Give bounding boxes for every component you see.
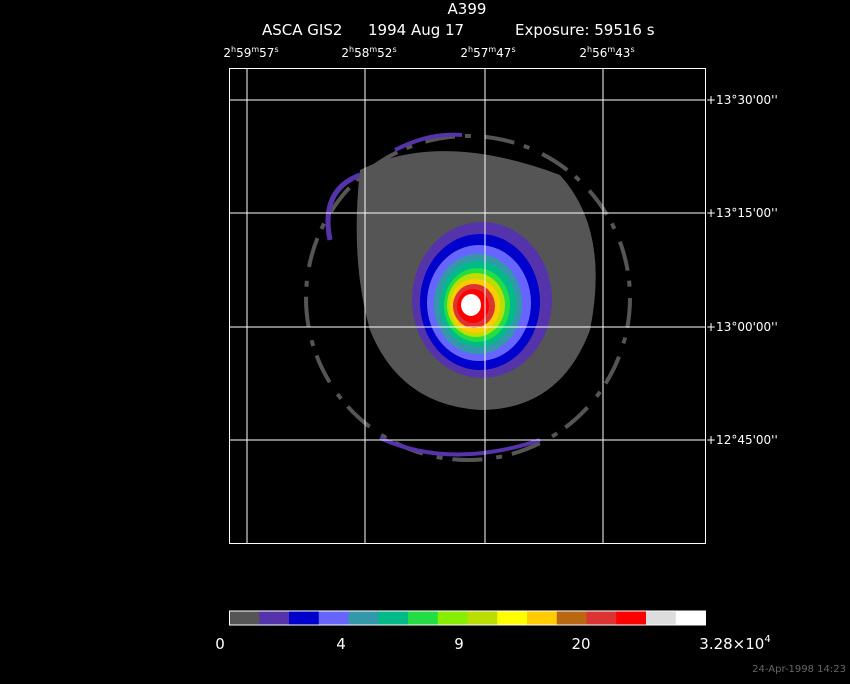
- ra-unit: s: [511, 45, 515, 54]
- dec-label: +12°45'00'': [706, 433, 778, 447]
- exponent: 4: [764, 634, 770, 645]
- ring-edge: [379, 436, 541, 457]
- colorbar-swatch: [646, 611, 677, 625]
- colorbar-swatch: [437, 611, 468, 625]
- ra-label: 2h57m47s: [460, 45, 515, 60]
- ra-unit: m: [607, 45, 615, 54]
- colorbar-swatch: [378, 611, 409, 625]
- ra-value: 2: [579, 46, 587, 60]
- ra-unit: m: [488, 45, 496, 54]
- ra-unit: s: [274, 45, 278, 54]
- ra-label: 2h58m52s: [341, 45, 396, 60]
- ra-unit: m: [251, 45, 259, 54]
- ra-value: 2: [460, 46, 468, 60]
- ra-value: 59: [236, 46, 251, 60]
- ra-value: 47: [496, 46, 511, 60]
- colorbar-label: 20: [571, 635, 590, 653]
- colorbar-swatch: [586, 611, 617, 625]
- colorbar-swatch: [289, 611, 320, 625]
- colorbar-label: 4: [336, 635, 346, 653]
- instrument: ASCA GIS2: [262, 21, 342, 39]
- ra-unit: h: [468, 45, 473, 54]
- dec-label: +13°15'00'': [706, 206, 778, 220]
- ra-unit: h: [587, 45, 592, 54]
- ra-label: 2h59m57s: [223, 45, 278, 60]
- ra-value: 58: [354, 46, 369, 60]
- label-value: 20: [571, 635, 590, 653]
- ring-edge: [394, 132, 463, 152]
- coordinate-grid: [230, 69, 705, 543]
- ring-edge: [325, 172, 361, 241]
- timestamp: 24-Apr-1998 14:23: [752, 664, 846, 675]
- colorbar-frame: [229, 610, 706, 626]
- ra-value: 2: [341, 46, 349, 60]
- detector-ring: [304, 134, 632, 462]
- colorbar-swatch: [318, 611, 349, 625]
- ra-unit: h: [349, 45, 354, 54]
- colorbar-label: 0: [215, 635, 225, 653]
- ra-label: 2h56m43s: [579, 45, 634, 60]
- dec-label: +13°30'00'': [706, 93, 778, 107]
- colorbar-swatch: [616, 611, 647, 625]
- ra-unit: s: [392, 45, 396, 54]
- colorbar-swatch: [497, 611, 528, 625]
- ra-value: 2: [223, 46, 231, 60]
- emission-peak: [461, 294, 481, 316]
- ra-value: 56: [592, 46, 607, 60]
- label-value: 9: [454, 635, 464, 653]
- colorbar-swatch: [467, 611, 498, 625]
- date: 1994 Aug 17: [368, 21, 464, 39]
- label-value: 4: [336, 635, 346, 653]
- colorbar-label: 3.28×104: [699, 634, 770, 653]
- ra-unit: m: [369, 45, 377, 54]
- label-value: 0: [215, 635, 225, 653]
- ra-value: 57: [473, 46, 488, 60]
- colorbar: 0 4 9 20 3.28×104: [215, 610, 771, 653]
- colorbar-swatch: [556, 611, 587, 625]
- ra-value: 43: [615, 46, 630, 60]
- colorbar-label: 9: [454, 635, 464, 653]
- colorbar-swatch: [527, 611, 558, 625]
- colorbar-swatch: [348, 611, 379, 625]
- label-value: 3.28×10: [699, 635, 764, 653]
- title: A399: [448, 0, 487, 18]
- ra-unit: h: [231, 45, 236, 54]
- ra-value: 52: [377, 46, 392, 60]
- ra-unit: s: [630, 45, 634, 54]
- dec-label: +13°00'00'': [706, 320, 778, 334]
- exposure: Exposure: 59516 s: [515, 21, 655, 39]
- colorbar-swatch: [229, 611, 260, 625]
- colorbar-swatch: [408, 611, 439, 625]
- colorbar-swatch: [259, 611, 290, 625]
- xray-image: [229, 68, 706, 544]
- ra-value: 57: [259, 46, 274, 60]
- colorbar-swatch: [675, 611, 706, 625]
